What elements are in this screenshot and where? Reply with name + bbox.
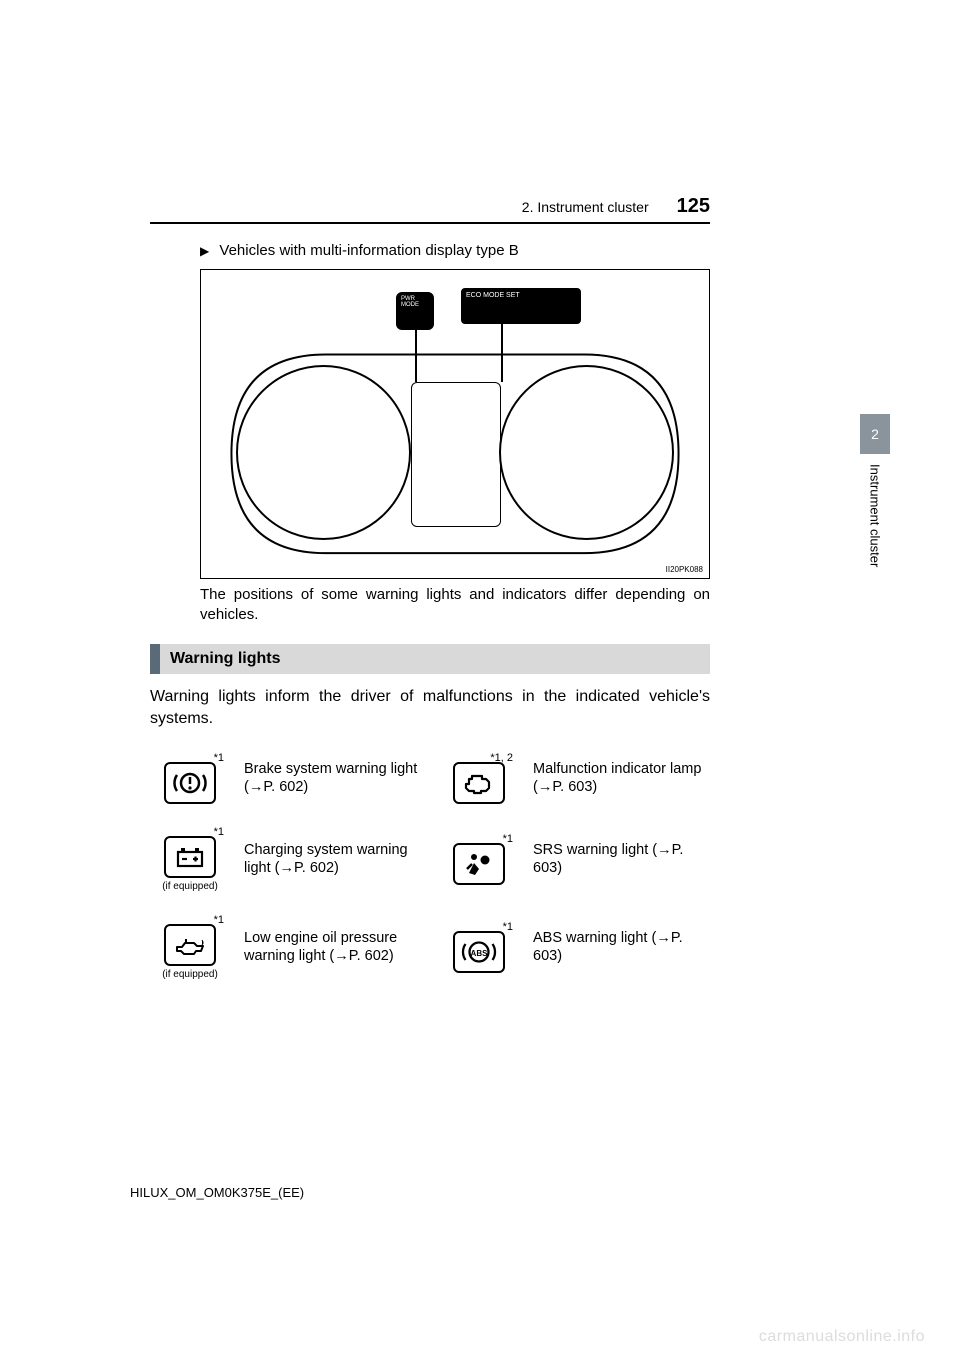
srs-warning-icon — [453, 843, 505, 885]
warning-lights-grid: *1 Brake system warning light (→P. 602) … — [150, 752, 710, 980]
side-chapter-tab: 2 Instrument cluster — [860, 414, 890, 634]
mil-icon-wrap: *1, 2 — [439, 752, 519, 804]
oil-label: Low engine oil pressure warning light (→… — [244, 929, 421, 965]
chapter-label: Instrument cluster — [868, 464, 883, 567]
abs-warning-item: *1 ABS ABS warning light (→P. 603) — [439, 914, 710, 980]
charging-warning-item: *1 (if equipped) Charging system warning… — [150, 826, 421, 892]
chapter-number-box: 2 — [860, 414, 890, 454]
figure-caption: The positions of some warning lights and… — [200, 585, 710, 626]
charging-sup: *1 — [214, 826, 224, 838]
oil-pressure-item: *1 (if equipped) Low engine oil pressure… — [150, 914, 421, 980]
charging-icon-wrap: *1 (if equipped) — [150, 826, 230, 892]
abs-sup: *1 — [503, 921, 513, 933]
instrument-cluster-figure: PWR MODE ECO MODE SET II20PK088 — [200, 269, 710, 579]
footer-doc-id: HILUX_OM_OM0K375E_(EE) — [130, 1185, 304, 1200]
brake-warning-icon — [164, 762, 216, 804]
oil-icon-wrap: *1 (if equipped) — [150, 914, 230, 980]
srs-icon-wrap: *1 — [439, 833, 519, 885]
srs-warning-item: *1 SRS warning light (→P. 603) — [439, 826, 710, 892]
cluster-outline — [201, 270, 709, 578]
srs-label: SRS warning light (→P. 603) — [533, 841, 710, 877]
bullet-icon: ▶ — [200, 244, 209, 258]
figure-code: II20PK088 — [666, 565, 703, 574]
oil-sup: *1 — [214, 914, 224, 926]
charging-warning-icon — [164, 836, 216, 878]
malfunction-indicator-icon — [453, 762, 505, 804]
mil-label: Malfunction indicator lamp (→P. 603) — [533, 760, 710, 796]
charging-sub: (if equipped) — [162, 881, 218, 892]
header-section-label: 2. Instrument cluster — [522, 199, 649, 215]
charging-label: Charging system warning light (→P. 602) — [244, 841, 421, 877]
abs-label: ABS warning light (→P. 603) — [533, 929, 710, 965]
page-content: 2. Instrument cluster 125 ▶ Vehicles wit… — [150, 195, 710, 980]
header-page-number: 125 — [677, 195, 710, 218]
srs-sup: *1 — [503, 833, 513, 845]
brake-sup: *1 — [214, 752, 224, 764]
oil-pressure-warning-icon — [164, 924, 216, 966]
abs-icon-wrap: *1 ABS — [439, 921, 519, 973]
page-header: 2. Instrument cluster 125 — [150, 195, 710, 224]
section-heading: Warning lights — [150, 644, 710, 674]
brake-warning-item: *1 Brake system warning light (→P. 602) — [150, 752, 421, 804]
oil-sub: (if equipped) — [162, 969, 218, 980]
abs-warning-icon: ABS — [453, 931, 505, 973]
section-body-text: Warning lights inform the driver of malf… — [150, 686, 710, 731]
watermark: carmanualsonline.info — [759, 1328, 925, 1346]
brake-warning-label: Brake system warning light (→P. 602) — [244, 760, 421, 796]
intro-line: ▶ Vehicles with multi-information displa… — [200, 242, 710, 259]
brake-warning-icon-wrap: *1 — [150, 752, 230, 804]
intro-text: Vehicles with multi-information display … — [219, 242, 518, 259]
malfunction-indicator-item: *1, 2 Malfunction indicator lamp (→P. 60… — [439, 752, 710, 804]
svg-text:ABS: ABS — [471, 949, 489, 958]
